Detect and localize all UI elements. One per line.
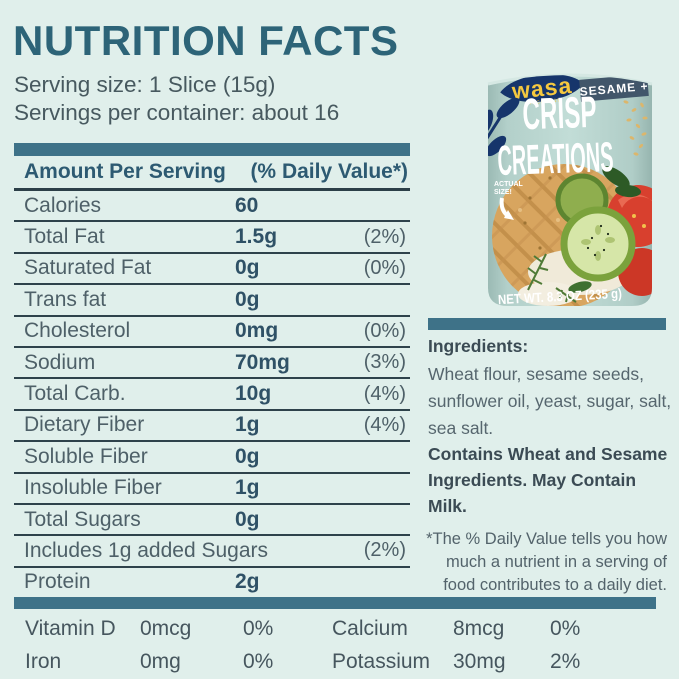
ingredients-divider-bar <box>428 318 666 330</box>
nutrient-daily-value: (4%) <box>363 382 406 405</box>
nutrient-label: Trans fat <box>24 287 107 311</box>
bottom-divider-bar <box>14 597 656 609</box>
sesame-variant-badge: SESAME + <box>579 75 649 102</box>
product-name-line1: CRISP <box>522 88 598 140</box>
nutrition-table: Amount Per Serving (% Daily Value*) Calo… <box>14 143 410 597</box>
table-row: Cholesterol 0mg (0%) <box>14 317 410 348</box>
nutrient-value: 10g <box>235 382 272 406</box>
nutrient-label: Includes 1g added Sugars <box>24 538 269 562</box>
svg-text:SINCE 1919: SINCE 1919 <box>526 97 561 106</box>
table-header-row: Amount Per Serving (% Daily Value*) <box>14 156 410 191</box>
nutrient-value: 0g <box>235 507 260 531</box>
micronutrient-label: Potassium <box>332 649 431 673</box>
micronutrient-value: 0mg <box>140 649 181 673</box>
micronutrient-label: Calcium <box>332 616 408 640</box>
sesame-seeds-decoration <box>623 100 648 156</box>
leaf-branch-illustration <box>488 97 520 171</box>
nutrient-label: Saturated Fat <box>24 256 152 280</box>
net-weight-text: NET WT. 8.3 OZ (235 g) <box>498 286 623 307</box>
ingredients-list: Wheat flour, sesame seeds, sunflower oil… <box>428 364 672 438</box>
micronutrient-value: 8mcg <box>453 616 505 640</box>
cucumber-garnish <box>555 173 636 282</box>
ingredients-heading: Ingredients: <box>428 336 529 356</box>
svg-text:SIZE!: SIZE! <box>494 189 512 196</box>
nutrient-label: Total Fat <box>24 225 105 249</box>
nutrient-label: Soluble Fiber <box>24 444 148 468</box>
table-row: Protein 2g <box>14 568 410 597</box>
nutrient-value: 2g <box>235 570 260 594</box>
micronutrient-value: 30mg <box>453 649 506 673</box>
micronutrient-label: Iron <box>25 649 62 673</box>
basil-garnish <box>568 166 641 293</box>
serving-size-text: Serving size: 1 Slice (15g) <box>14 72 276 97</box>
nutrient-daily-value: (2%) <box>363 539 406 562</box>
micronutrient-daily-value: 0% <box>550 616 581 640</box>
table-row: Trans fat 0g <box>14 285 410 317</box>
table-row: Insoluble Fiber 1g <box>14 474 410 505</box>
table-row: Total Sugars 0g <box>14 505 410 537</box>
table-row: Soluble Fiber 0g <box>14 442 410 474</box>
micronutrient-value: 0mcg <box>140 616 192 640</box>
nutrient-value: 60 <box>235 193 259 217</box>
amount-per-serving-header: Amount Per Serving <box>24 160 226 183</box>
table-row: Saturated Fat 0g (0%) <box>14 254 410 286</box>
rosemary-garnish <box>527 253 577 303</box>
svg-text:SESAME +: SESAME + <box>579 79 649 99</box>
nutrient-label: Calories <box>24 193 102 217</box>
page-title: NUTRITION FACTS <box>13 17 399 64</box>
micronutrient-row: Iron 0mg 0% Potassium 30mg 2% <box>14 645 674 678</box>
servings-per-container-text: Servings per container: about 16 <box>14 100 340 125</box>
table-top-bar <box>14 143 410 156</box>
nutrient-value: 1.5g <box>235 225 278 249</box>
micronutrient-daily-value: 0% <box>243 649 274 673</box>
product-name-line2: CREATIONS <box>497 133 615 184</box>
nutrient-value: 0mg <box>235 319 279 343</box>
daily-value-footnote: *The % Daily Value tells you how much a … <box>426 530 667 594</box>
nutrient-label: Dietary Fiber <box>24 413 145 437</box>
nutrient-value: 70mg <box>235 350 290 374</box>
table-row: Includes 1g added Sugars (2%) <box>14 536 410 568</box>
nutrition-table-body: Calories 60 Total Fat 1.5g (2%) Saturate… <box>14 191 410 597</box>
table-row: Total Fat 1.5g (2%) <box>14 222 410 254</box>
micronutrient-label: Vitamin D <box>25 616 116 640</box>
table-row: Sodium 70mg (3%) <box>14 348 410 380</box>
nutrient-label: Protein <box>24 570 91 594</box>
actual-size-note: ACTUAL SIZE! <box>494 181 523 220</box>
nutrient-value: 1g <box>235 476 260 500</box>
svg-text:ACTUAL: ACTUAL <box>494 181 523 188</box>
table-row: Dietary Fiber 1g (4%) <box>14 411 410 443</box>
nutrient-daily-value: (4%) <box>363 413 406 436</box>
nutrient-label: Cholesterol <box>24 319 131 343</box>
micronutrients-table: Vitamin D 0mcg 0% Calcium 8mcg 0% Iron 0… <box>14 612 674 678</box>
nutrient-value: 0g <box>235 444 260 468</box>
table-row: Calories 60 <box>14 191 410 223</box>
micronutrient-daily-value: 0% <box>243 616 274 640</box>
nutrient-label: Sodium <box>24 350 96 374</box>
nutrient-value: 1g <box>235 413 260 437</box>
nutrient-daily-value: (2%) <box>363 225 406 248</box>
nutrient-value: 0g <box>235 287 260 311</box>
nutrient-value: 0g <box>235 256 260 280</box>
nutrient-daily-value: (0%) <box>363 256 406 279</box>
micronutrient-daily-value: 2% <box>550 649 581 673</box>
nutrient-daily-value: (0%) <box>363 319 406 342</box>
cracker-image <box>492 164 652 306</box>
table-row: Total Carb. 10g (4%) <box>14 379 410 411</box>
nutrient-label: Total Carb. <box>24 382 126 406</box>
micronutrient-row: Vitamin D 0mcg 0% Calcium 8mcg 0% <box>14 612 674 645</box>
product-image: wasa SINCE 1919 SESAME + CRISP CREATIONS <box>487 73 653 307</box>
serving-info: Serving size: 1 Slice (15g) Servings per… <box>14 71 339 127</box>
nutrient-label: Total Sugars <box>24 507 141 531</box>
daily-value-header: (% Daily Value*) <box>250 160 408 183</box>
nutrient-label: Insoluble Fiber <box>24 476 162 500</box>
allergen-statement: Contains Wheat and Sesame Ingredients. M… <box>428 444 668 516</box>
nutrient-daily-value: (3%) <box>363 351 406 374</box>
